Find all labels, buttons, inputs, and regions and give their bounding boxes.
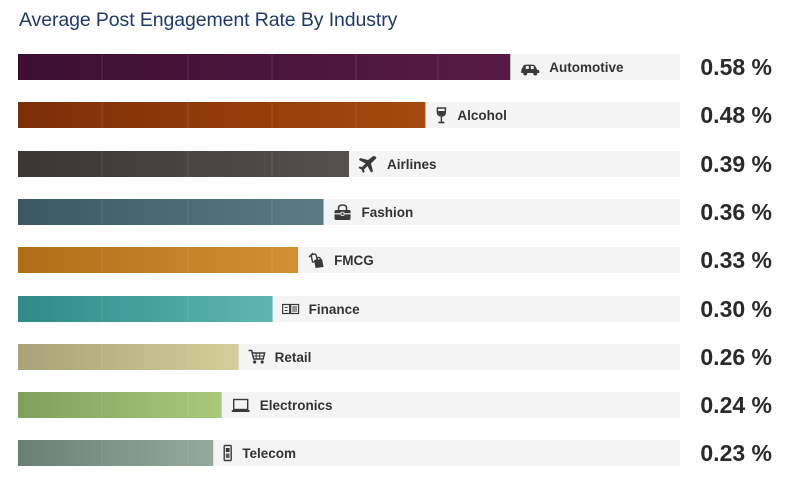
airplane-icon [358,156,377,173]
bar-fashion [18,199,324,225]
bar-row-fashion: Fashion 0.36 % [18,199,772,225]
value-label: 0.23 % [700,440,772,466]
shopping-bags-icon [308,252,324,268]
value-label: 0.24 % [700,392,772,418]
bar-automotive [18,54,511,80]
bar-fmcg [18,247,299,273]
category-label: Airlines [387,157,437,172]
category-label: Telecom [242,446,296,461]
value-label: 0.58 % [700,54,772,80]
value-label: 0.26 % [700,344,772,370]
category-label: Alcohol [457,108,507,123]
category-label: Retail [275,350,312,365]
bar-telecom [18,440,214,466]
car-icon [521,64,540,76]
value-label: 0.39 % [700,151,772,177]
laptop-icon [231,398,250,412]
category-label: Automotive [549,60,624,75]
handbag-icon [334,204,351,220]
value-label: 0.48 % [700,102,772,128]
bar-row-fmcg: FMCG 0.33 % [18,247,772,273]
wine-glass-icon [436,107,447,124]
bar-row-telecom: Telecom 0.23 % [18,440,772,466]
category-label: Electronics [260,398,333,413]
bar-retail [18,344,239,370]
phone-icon [223,444,232,462]
bar-row-airlines: Airlines 0.39 % [18,151,772,177]
bar-row-retail: Retail 0.26 % [18,344,772,370]
category-label: FMCG [334,253,374,268]
bar-electronics [18,392,222,418]
chart-title: Average Post Engagement Rate By Industry [19,9,398,31]
bar-row-alcohol: Alcohol 0.48 % [18,102,772,128]
value-label: 0.33 % [700,247,772,273]
bar-row-automotive: Automotive 0.58 % [18,54,772,80]
money-icon [282,303,300,315]
category-label: Fashion [362,205,414,220]
bar-row-finance: Finance 0.30 % [18,296,772,322]
shopping-cart-icon [248,349,266,364]
bar-alcohol [18,102,426,128]
category-label: Finance [309,302,361,317]
bar-airlines [18,151,349,177]
value-label: 0.36 % [700,199,772,225]
bar-finance [18,296,273,322]
bar-row-electronics: Electronics 0.24 % [18,392,772,418]
value-label: 0.30 % [700,296,772,322]
